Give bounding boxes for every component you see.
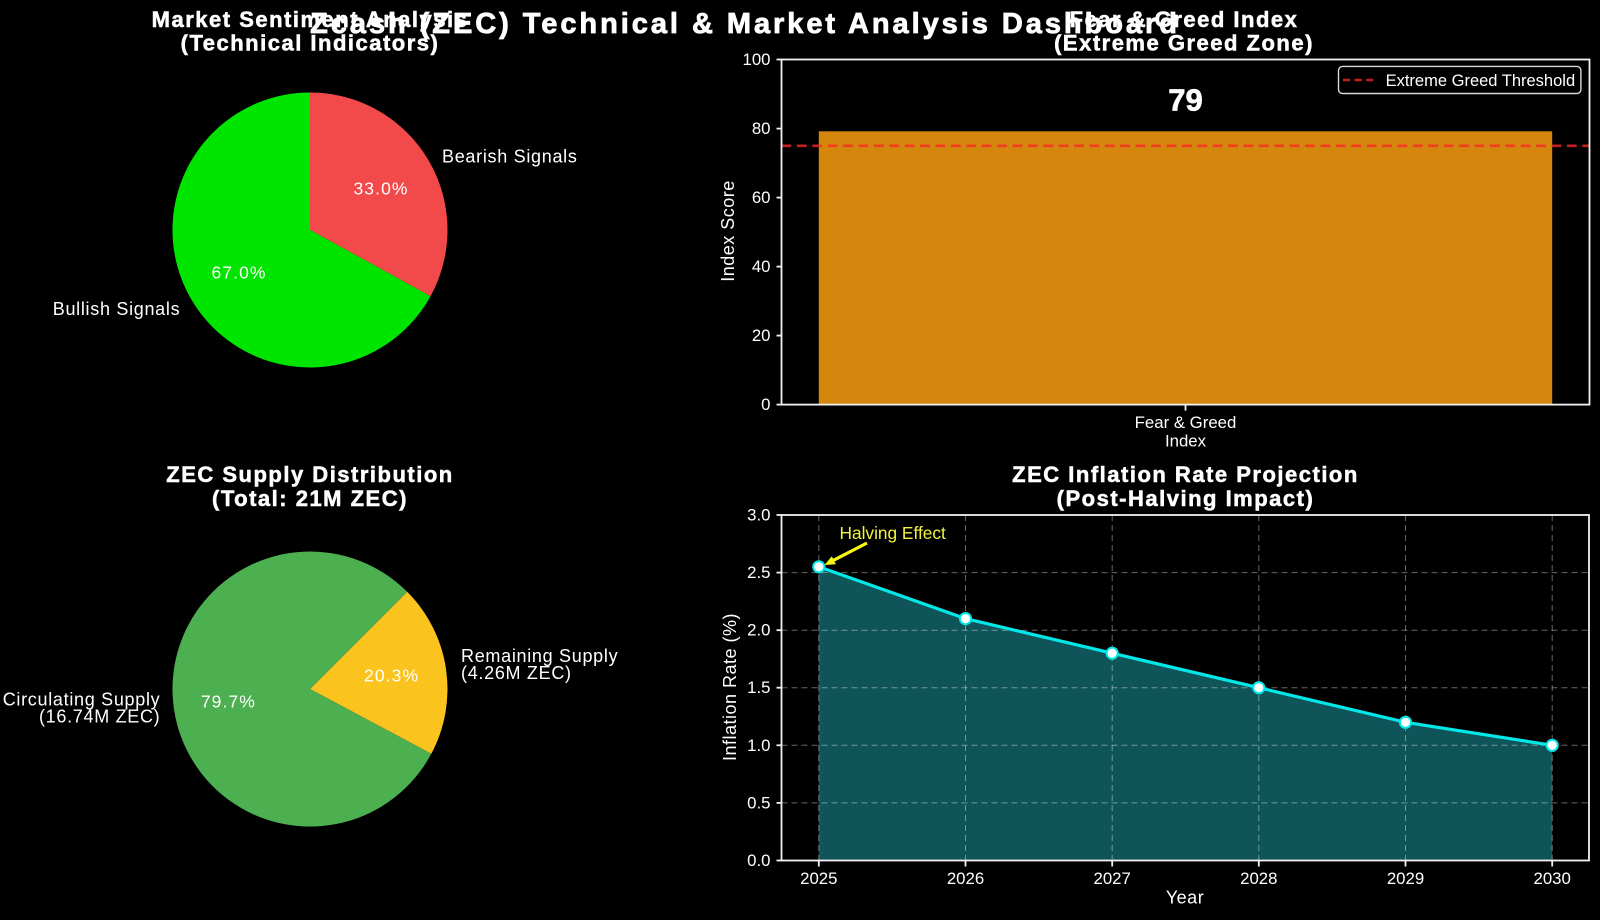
svg-text:79.7%: 79.7%	[201, 692, 256, 712]
svg-text:(4.26M ZEC): (4.26M ZEC)	[461, 663, 572, 683]
svg-text:0.0: 0.0	[747, 851, 770, 870]
svg-text:2026: 2026	[947, 869, 984, 888]
svg-text:20.3%: 20.3%	[364, 665, 419, 685]
svg-text:60: 60	[752, 188, 771, 207]
svg-text:(Post-Halving Impact): (Post-Halving Impact)	[1057, 486, 1315, 511]
svg-text:3.0: 3.0	[747, 506, 770, 525]
svg-text:2030: 2030	[1534, 869, 1571, 888]
svg-text:Halving Effect: Halving Effect	[840, 523, 947, 543]
svg-text:2029: 2029	[1387, 869, 1424, 888]
svg-text:Remaining Supply: Remaining Supply	[461, 646, 618, 666]
svg-text:Market Sentiment Analysis: Market Sentiment Analysis	[152, 7, 469, 32]
svg-text:2.5: 2.5	[747, 563, 770, 582]
svg-text:79: 79	[1168, 82, 1202, 117]
svg-text:(Total: 21M ZEC): (Total: 21M ZEC)	[212, 486, 408, 511]
svg-text:1.5: 1.5	[747, 678, 770, 697]
svg-text:2027: 2027	[1094, 869, 1131, 888]
svg-text:0.5: 0.5	[747, 793, 770, 812]
svg-text:20: 20	[752, 326, 771, 345]
svg-text:Fear & Greed: Fear & Greed	[1135, 413, 1237, 432]
svg-text:Fear & Greed Index: Fear & Greed Index	[1070, 7, 1299, 32]
svg-text:(Technical Indicators): (Technical Indicators)	[181, 31, 440, 56]
svg-text:80: 80	[752, 119, 771, 138]
svg-text:Extreme Greed Threshold: Extreme Greed Threshold	[1386, 72, 1576, 90]
svg-text:2025: 2025	[800, 869, 837, 888]
svg-text:Index Score: Index Score	[718, 180, 738, 282]
svg-text:Zcash (ZEC) Technical & Market: Zcash (ZEC) Technical & Market Analysis …	[310, 8, 1180, 40]
svg-text:67.0%: 67.0%	[211, 263, 266, 283]
svg-text:40: 40	[752, 257, 771, 276]
svg-text:Bullish Signals: Bullish Signals	[53, 299, 181, 319]
svg-text:Bearish Signals: Bearish Signals	[442, 146, 578, 166]
svg-text:Inflation Rate (%): Inflation Rate (%)	[720, 613, 740, 761]
svg-text:2028: 2028	[1240, 869, 1277, 888]
svg-text:(16.74M ZEC): (16.74M ZEC)	[39, 707, 160, 727]
svg-text:100: 100	[743, 50, 771, 69]
svg-text:Index: Index	[1165, 432, 1207, 451]
svg-text:ZEC Inflation Rate Projection: ZEC Inflation Rate Projection	[1012, 462, 1359, 487]
svg-text:33.0%: 33.0%	[353, 179, 408, 199]
svg-text:Circulating Supply: Circulating Supply	[3, 690, 161, 710]
svg-text:ZEC Supply Distribution: ZEC Supply Distribution	[166, 462, 454, 487]
svg-text:Year: Year	[1166, 888, 1204, 908]
svg-text:2.0: 2.0	[747, 621, 770, 640]
svg-text:(Extreme Greed Zone): (Extreme Greed Zone)	[1054, 31, 1314, 56]
svg-text:0: 0	[761, 395, 770, 414]
svg-text:1.0: 1.0	[747, 736, 770, 755]
